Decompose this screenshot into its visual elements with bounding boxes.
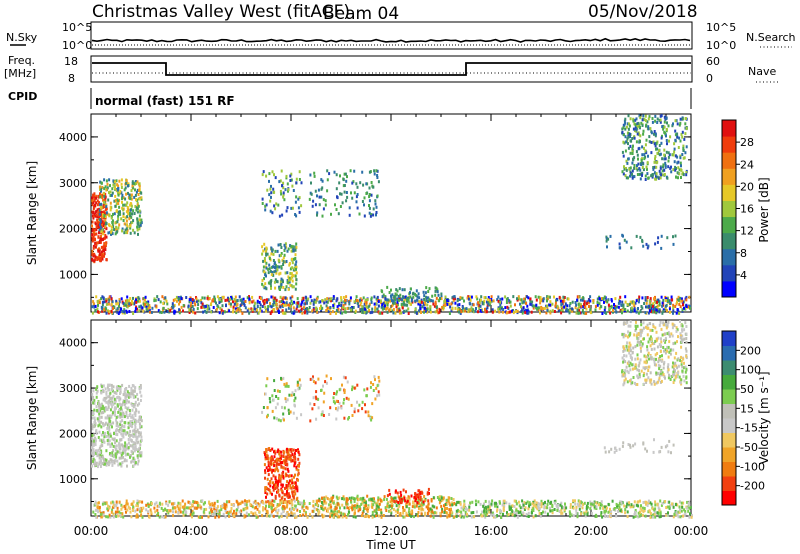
x-tick-label: 00:00 <box>674 524 709 538</box>
velocity-colorbar: 200 100 50 15 -15 -50 -100 -200 Velocity [m s⁻¹] <box>721 330 771 506</box>
noise-right-tick-top: 10^5 <box>706 21 736 34</box>
colorbar-tick-label: 200 <box>740 344 761 357</box>
colorbar-swatch <box>722 184 736 201</box>
data-cells <box>91 320 693 519</box>
colorbar-swatch <box>722 476 736 491</box>
y-axis-label: Slant Range [km] <box>25 366 39 470</box>
noise-sky-line <box>91 37 691 43</box>
cpid-label: CPID <box>8 90 37 103</box>
colorbar-tick-label: 50 <box>740 383 754 396</box>
colorbar-swatch <box>722 418 736 433</box>
colorbar-swatch <box>722 152 736 169</box>
colorbar-swatch <box>722 136 736 153</box>
colorbar-tick-label: 4 <box>740 269 747 282</box>
colorbar-tick-label: -50 <box>740 441 758 454</box>
noise-search-label: N.Search <box>746 31 796 44</box>
power-colorbar: 28 24 20 16 12 8 4 Power [dB] <box>721 119 771 298</box>
colorbar-swatch <box>722 490 736 506</box>
colorbar-swatch <box>722 232 736 250</box>
colorbar-tick-label: -200 <box>740 480 765 493</box>
y-tick-label: 2000 <box>59 427 87 440</box>
frequency-line <box>92 62 691 76</box>
x-axis-label: Time UT <box>365 538 416 552</box>
noise-left-tick-bottom: 10^0 <box>62 39 92 52</box>
time-axis: 00:00 04:00 08:00 12:00 16:00 20:00 00:00 Time … <box>74 524 709 552</box>
x-tick-label: 20:00 <box>574 524 609 538</box>
y-tick-label: 1000 <box>59 473 87 486</box>
nave-right-tick-top: 60 <box>706 55 720 68</box>
y-tick-label: 3000 <box>59 177 87 190</box>
y-tick-label: 2000 <box>59 223 87 236</box>
freq-left-tick-bottom: 8 <box>68 72 75 85</box>
x-tick-label: 04:00 <box>174 524 209 538</box>
noise-panel: N.Sky 10^5 10^0 10^5 10^0 N.Search <box>6 21 796 52</box>
noise-left-tick-top: 10^5 <box>62 21 92 34</box>
colorbar-swatch <box>722 360 736 375</box>
y-tick-label: 4000 <box>59 337 87 350</box>
x-tick-label: 08:00 <box>274 524 309 538</box>
nave-right-tick-bottom: 0 <box>706 72 713 85</box>
y-tick-label: 4000 <box>59 131 87 144</box>
plot-title: Christmas Valley West (fitACF) <box>92 2 350 22</box>
colorbar-swatch <box>722 120 736 137</box>
nave-label: Nave <box>748 65 776 78</box>
colorbar-tick-label: 12 <box>740 225 754 238</box>
colorbar-tick-label: 24 <box>740 158 754 171</box>
freq-left-tick-top: 18 <box>64 55 78 68</box>
beam-label: Beam 04 <box>323 4 399 24</box>
x-tick-label: 16:00 <box>474 524 509 538</box>
colorbar-label: Power [dB] <box>757 177 771 242</box>
x-tick-label: 00:00 <box>74 524 109 538</box>
colorbar-swatch <box>722 168 736 185</box>
colorbar-tick-label: 100 <box>740 364 761 377</box>
colorbar-swatch <box>722 345 736 361</box>
y-tick-label: 1000 <box>59 268 87 281</box>
colorbar-swatch <box>722 447 736 462</box>
colorbar-tick-label: -15 <box>740 422 758 435</box>
colorbar-tick-label: -100 <box>740 460 765 473</box>
colorbar-tick-label: 28 <box>740 136 754 149</box>
colorbar-tick-label: 20 <box>740 180 754 193</box>
colorbar-swatch <box>722 248 736 266</box>
velocity-panel: 4000 3000 2000 1000 Slant Range [km] <box>25 319 693 519</box>
freq-label: Freq. <box>8 54 35 67</box>
colorbar-swatch <box>722 461 736 477</box>
colorbar-swatch <box>722 432 736 448</box>
colorbar-swatch <box>722 403 736 419</box>
colorbar-swatch <box>722 331 736 346</box>
noise-right-tick-bottom: 10^0 <box>706 39 736 52</box>
freq-unit-label: [MHz] <box>4 67 36 80</box>
date-label: 05/Nov/2018 <box>588 2 698 22</box>
colorbar-tick-label: 8 <box>740 247 747 260</box>
power-panel: 4000 3000 2000 1000 Slant Range [km] <box>25 113 692 315</box>
colorbar-swatch <box>722 200 736 218</box>
colorbar-swatch <box>722 216 736 234</box>
y-axis-label: Slant Range [km] <box>25 161 39 265</box>
colorbar-tick-label: 16 <box>740 203 754 216</box>
cpid-mode-text: normal (fast) 151 RF <box>95 94 235 108</box>
colorbar-swatch <box>722 389 736 404</box>
data-cells <box>91 114 692 315</box>
colorbar-swatch <box>722 374 736 390</box>
y-tick-label: 3000 <box>59 382 87 395</box>
x-tick-label: 12:00 <box>374 524 409 538</box>
colorbar-swatch <box>722 280 736 298</box>
cpid-panel: CPID normal (fast) 151 RF <box>8 88 692 109</box>
colorbar-tick-label: 15 <box>740 402 754 415</box>
colorbar-swatch <box>722 264 736 282</box>
colorbar-label: Velocity [m s⁻¹] <box>757 371 771 464</box>
frequency-panel: Freq. [MHz] 18 8 60 0 Nave <box>4 54 778 85</box>
noise-sky-label: N.Sky <box>6 31 38 44</box>
